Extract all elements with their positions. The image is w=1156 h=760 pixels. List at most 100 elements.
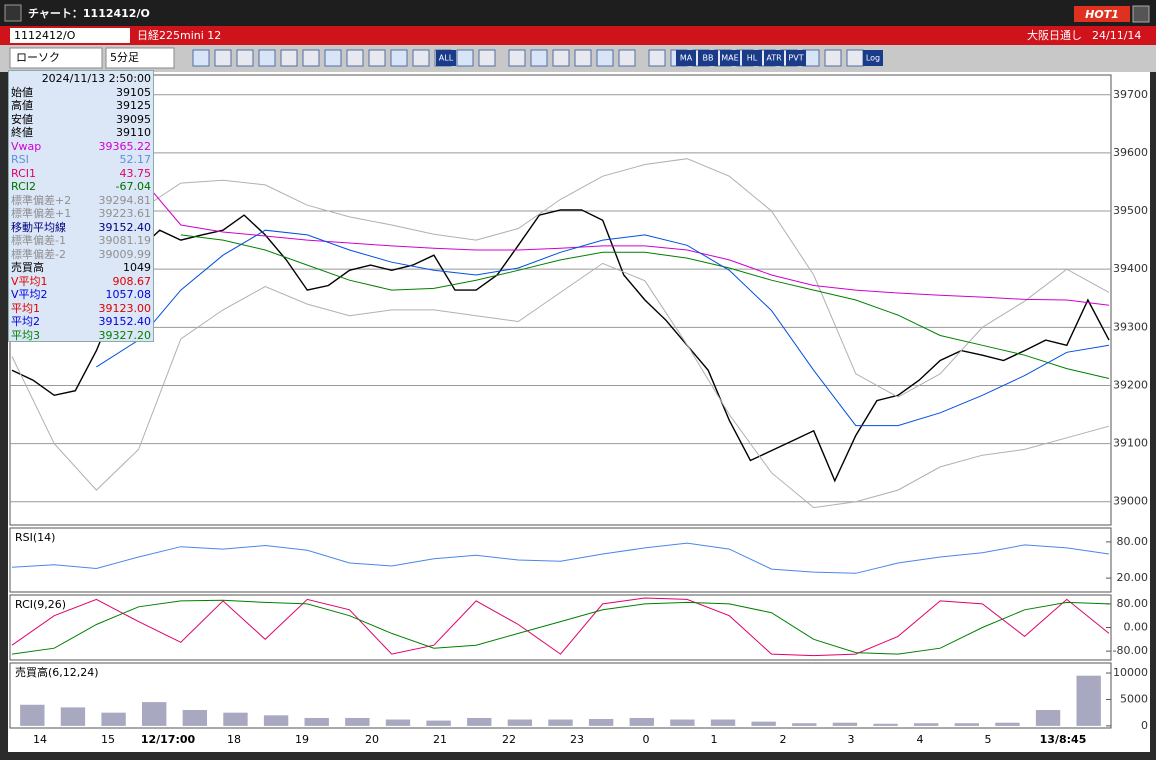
info-label: 始値 xyxy=(11,85,33,99)
tool-button[interactable] xyxy=(846,49,864,67)
info-row: 安値 39095 xyxy=(11,113,151,127)
info-row: 標準偏差+1 39223.61 xyxy=(11,207,151,221)
hot-badge[interactable] xyxy=(1074,6,1130,22)
info-row: RCI1 43.75 xyxy=(11,167,151,181)
series-line xyxy=(11,597,1110,657)
tool-button[interactable] xyxy=(648,49,666,67)
panel-title: RCI(9,26) xyxy=(15,598,66,611)
chart-area xyxy=(8,72,1150,752)
tool-button[interactable] xyxy=(720,50,740,66)
tool-button[interactable] xyxy=(368,49,386,67)
x-tick-label: 18 xyxy=(227,733,241,746)
tool-button[interactable] xyxy=(192,49,210,67)
x-tick-label: 12/17:00 xyxy=(141,733,196,746)
volume-bar xyxy=(873,723,898,726)
close-button[interactable] xyxy=(1132,5,1150,23)
tool-button[interactable] xyxy=(346,49,364,67)
tool-button[interactable] xyxy=(698,50,718,66)
volume-bar xyxy=(1076,675,1101,726)
info-value: 39152.40 xyxy=(98,220,152,234)
tool-button[interactable] xyxy=(742,50,762,66)
session-date: 24/11/14 xyxy=(1092,29,1141,42)
panel-frame xyxy=(9,527,1112,593)
tool-button[interactable] xyxy=(436,50,456,66)
title-bar xyxy=(0,0,1156,26)
y-tick-label: 39500 xyxy=(1113,204,1148,217)
y-tick-label: 80.00 xyxy=(1117,597,1149,610)
tool-button[interactable] xyxy=(456,49,474,67)
info-label: V平均1 xyxy=(11,274,48,288)
info-box: 2024/11/13 2:50:00 始値 39105 高値 39125 安値 39095… xyxy=(8,70,154,342)
interval-select[interactable] xyxy=(105,47,175,69)
volume-bar xyxy=(345,717,370,726)
tool-button[interactable] xyxy=(786,50,806,66)
symbol-input[interactable] xyxy=(10,28,130,43)
info-label: 標準偏差-2 xyxy=(11,247,66,261)
volume-bar xyxy=(1035,710,1061,726)
info-row: 移動平均線 39152.40 xyxy=(11,221,151,235)
y-tick-label: 5000 xyxy=(1120,692,1148,705)
tool-button-label: ALL xyxy=(439,54,454,63)
tool-button[interactable] xyxy=(530,49,548,67)
tool-button[interactable] xyxy=(236,49,254,67)
tool-button[interactable] xyxy=(552,49,570,67)
volume-bar xyxy=(223,712,248,726)
tool-button[interactable] xyxy=(214,49,232,67)
volume-bar xyxy=(507,719,533,726)
info-value: 39110 xyxy=(116,126,151,139)
volume-bar xyxy=(710,719,736,726)
volume-bar xyxy=(548,719,573,726)
info-row: 標準偏差+2 39294.81 xyxy=(11,194,151,208)
x-tick-label: 19 xyxy=(295,733,309,746)
symbol-name: 日経225mini 12 xyxy=(137,29,221,42)
tool-button[interactable] xyxy=(390,49,408,67)
x-tick-label: 21 xyxy=(433,733,447,746)
tool-button[interactable] xyxy=(280,49,298,67)
plot: 39700 39600 39500 39400 39300 39200 39100 39000… xyxy=(9,74,1149,746)
info-value: 39294.81 xyxy=(98,193,152,207)
y-tick-label: -80.00 xyxy=(1113,644,1148,657)
info-value: 39365.22 xyxy=(98,139,152,153)
info-row: 標準偏差-1 39081.19 xyxy=(11,234,151,248)
info-label: RSI xyxy=(11,153,29,166)
tool-button[interactable] xyxy=(574,49,592,67)
tool-button-label: ATR xyxy=(766,54,782,63)
info-label: 安値 xyxy=(11,112,33,126)
info-row: 売買高 1049 xyxy=(11,261,151,275)
tool-button[interactable] xyxy=(258,49,276,67)
info-value: 39105 xyxy=(116,85,151,99)
volume-bar xyxy=(913,723,939,726)
volume-bar xyxy=(101,712,126,726)
series-line xyxy=(138,174,1110,306)
y-tick-label: 20.00 xyxy=(1117,571,1149,584)
tool-button[interactable] xyxy=(478,49,496,67)
volume-bar xyxy=(426,720,451,726)
hot-badge-label: HOT1 xyxy=(1085,8,1119,21)
tool-button[interactable] xyxy=(302,49,320,67)
panel-title: 売買高(6,12,24) xyxy=(15,665,99,679)
series-line xyxy=(96,229,1110,427)
tool-button[interactable] xyxy=(596,49,614,67)
volume-bar xyxy=(60,707,86,726)
info-time: 2024/11/13 2:50:00 xyxy=(41,72,151,85)
panel-title: RSI(14) xyxy=(15,531,55,544)
tool-button[interactable] xyxy=(618,49,636,67)
volume-bar xyxy=(995,722,1020,726)
tool-button-label: BB xyxy=(703,54,714,63)
tool-button[interactable] xyxy=(863,50,883,66)
tool-button[interactable] xyxy=(324,49,342,67)
toolbar-icons: ALL MA BB MAE HL ATR PVT Log xyxy=(192,49,883,67)
info-row: 標準偏差-2 39009.99 xyxy=(11,248,151,262)
info-value: 39095 xyxy=(116,112,151,126)
tool-button[interactable] xyxy=(824,49,842,67)
tool-button[interactable] xyxy=(676,50,696,66)
x-tick-label: 3 xyxy=(848,733,855,746)
tool-button[interactable] xyxy=(764,50,784,66)
info-value: -67.04 xyxy=(115,180,151,193)
tool-button[interactable] xyxy=(412,49,430,67)
volume-bar xyxy=(263,715,289,726)
style-select[interactable] xyxy=(9,47,103,69)
tool-button[interactable] xyxy=(508,49,526,67)
